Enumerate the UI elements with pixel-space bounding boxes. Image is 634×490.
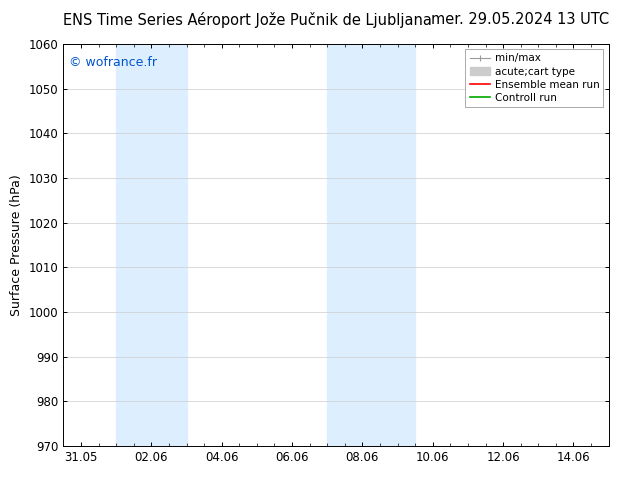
Legend: min/max, acute;cart type, Ensemble mean run, Controll run: min/max, acute;cart type, Ensemble mean …: [465, 49, 604, 107]
Bar: [116, 44, 186, 446]
Bar: [398, 44, 415, 446]
Text: ENS Time Series Aéroport Jože Pučnik de Ljubljana: ENS Time Series Aéroport Jože Pučnik de …: [63, 12, 432, 28]
Text: mer. 29.05.2024 13 UTC: mer. 29.05.2024 13 UTC: [430, 12, 609, 27]
Bar: [327, 44, 398, 446]
Y-axis label: Surface Pressure (hPa): Surface Pressure (hPa): [10, 174, 23, 316]
Text: © wofrance.fr: © wofrance.fr: [69, 56, 157, 69]
